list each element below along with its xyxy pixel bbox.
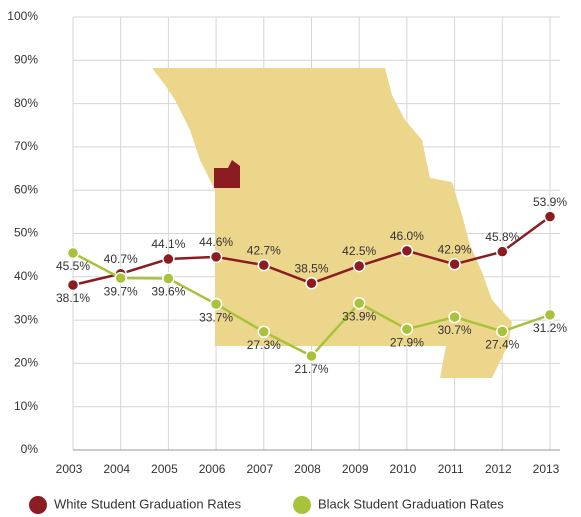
point	[257, 258, 271, 272]
point	[162, 272, 175, 285]
point	[496, 325, 509, 338]
highlighted-county	[214, 160, 240, 188]
y-tick-label: 90%	[14, 52, 38, 66]
value-label: 39.6%	[151, 285, 185, 299]
value-label: 38.5%	[294, 261, 328, 275]
y-tick-label: 80%	[14, 96, 38, 110]
point	[305, 349, 318, 363]
value-label: 40.7%	[104, 252, 138, 266]
value-label: 33.7%	[199, 310, 233, 324]
point	[114, 271, 127, 285]
value-label: 46.0%	[390, 229, 424, 243]
legend-label: White Student Graduation Rates	[54, 496, 242, 511]
x-tick-label: 2012	[485, 462, 512, 476]
point	[66, 278, 80, 292]
x-tick-label: 2005	[151, 462, 178, 476]
value-label: 44.6%	[199, 235, 233, 249]
y-tick-label: 20%	[14, 356, 38, 370]
legend-marker	[293, 496, 311, 514]
x-tick-label: 2008	[294, 462, 321, 476]
x-tick-label: 2010	[390, 462, 417, 476]
y-tick-label: 40%	[14, 269, 38, 283]
value-label: 27.3%	[247, 338, 281, 352]
value-label: 27.4%	[485, 338, 519, 352]
value-label: 42.9%	[438, 242, 472, 256]
point	[209, 297, 223, 311]
value-label: 45.5%	[56, 259, 90, 273]
value-label: 39.7%	[104, 284, 138, 298]
y-tick-label: 10%	[14, 399, 38, 413]
point	[543, 308, 557, 322]
point	[400, 244, 414, 258]
x-tick-label: 2007	[246, 462, 273, 476]
y-tick-label: 50%	[14, 226, 38, 240]
value-label: 44.1%	[151, 237, 185, 251]
point	[162, 252, 175, 266]
value-label: 27.9%	[390, 335, 424, 349]
y-tick-label: 100%	[7, 9, 38, 23]
y-tick-label: 60%	[14, 182, 38, 196]
value-label: 45.8%	[485, 230, 519, 244]
legend-label: Black Student Graduation Rates	[318, 496, 504, 511]
value-label: 21.7%	[294, 362, 328, 376]
legend-marker	[29, 496, 47, 514]
x-tick-label: 2003	[56, 462, 83, 476]
x-tick-label: 2004	[103, 462, 130, 476]
value-label: 42.5%	[342, 244, 376, 258]
value-label: 30.7%	[438, 323, 472, 337]
value-label: 42.7%	[247, 243, 281, 257]
missouri-map	[152, 68, 512, 378]
x-tick-label: 2013	[533, 462, 560, 476]
y-tick-label: 0%	[21, 442, 39, 456]
value-label: 31.2%	[533, 321, 567, 335]
point	[305, 277, 318, 290]
point	[209, 250, 223, 264]
point	[352, 259, 366, 273]
state-shape	[152, 68, 512, 378]
value-label: 53.9%	[533, 195, 567, 209]
y-tick-label: 30%	[14, 312, 38, 326]
point	[496, 245, 509, 258]
point	[543, 210, 557, 223]
point	[257, 325, 271, 339]
value-label: 38.1%	[56, 291, 90, 305]
point	[352, 296, 366, 310]
x-tick-label: 2009	[342, 462, 369, 476]
point	[448, 310, 461, 324]
x-tick-label: 2011	[438, 462, 464, 476]
x-tick-label: 2006	[199, 462, 226, 476]
y-tick-label: 70%	[14, 139, 38, 153]
point	[448, 257, 461, 271]
point	[66, 246, 80, 260]
value-label: 33.9%	[342, 309, 376, 323]
point	[400, 322, 414, 336]
